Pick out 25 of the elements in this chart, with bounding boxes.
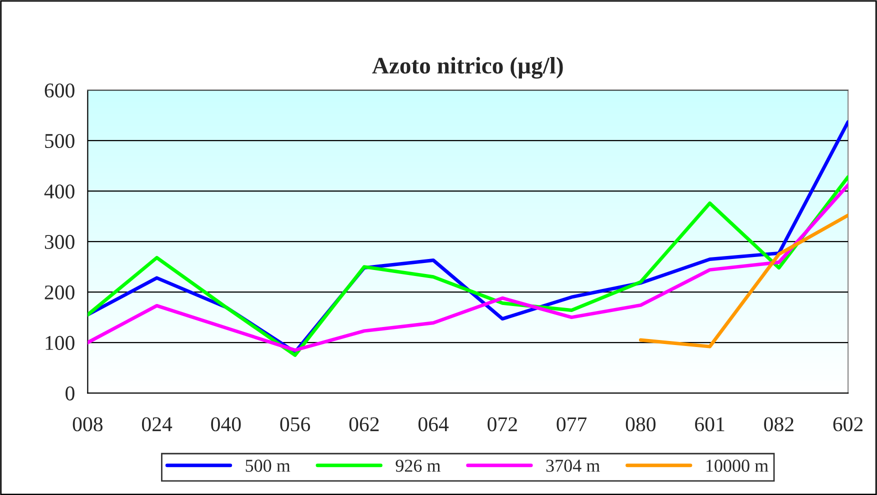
- y-tick-label: 0: [66, 386, 74, 400]
- x-tick-label: 080: [626, 417, 656, 432]
- y-tick-label: 100: [46, 336, 74, 350]
- x-tick-label: 601: [695, 417, 724, 432]
- legend-label: 3704 m: [546, 460, 600, 472]
- chart-title: Azoto nitrico (µg/l): [372, 57, 563, 79]
- x-tick-label: 077: [556, 417, 587, 432]
- x-tick-label: 024: [142, 417, 172, 432]
- legend-label: 926 m: [396, 460, 441, 472]
- y-tick-label: 200: [44, 285, 74, 300]
- y-tick-label: 500: [45, 134, 74, 148]
- y-tick-label: 600: [44, 83, 74, 98]
- x-tick-label: 064: [418, 417, 449, 432]
- y-tick-label: 300: [44, 234, 74, 249]
- x-tick-label: 072: [488, 417, 517, 432]
- x-tick-label: 082: [764, 417, 794, 432]
- line-series: [638, 214, 848, 348]
- x-tick-label: 056: [280, 417, 310, 432]
- legend-label: 10000 m: [706, 460, 768, 472]
- x-tick-label: 062: [349, 417, 379, 432]
- x-tick-label: 040: [211, 417, 241, 432]
- legend-label: 500 m: [246, 460, 290, 472]
- x-tick-label: 008: [72, 417, 103, 432]
- x-tick-label: 602: [833, 417, 863, 432]
- y-tick-label: 400: [44, 184, 74, 199]
